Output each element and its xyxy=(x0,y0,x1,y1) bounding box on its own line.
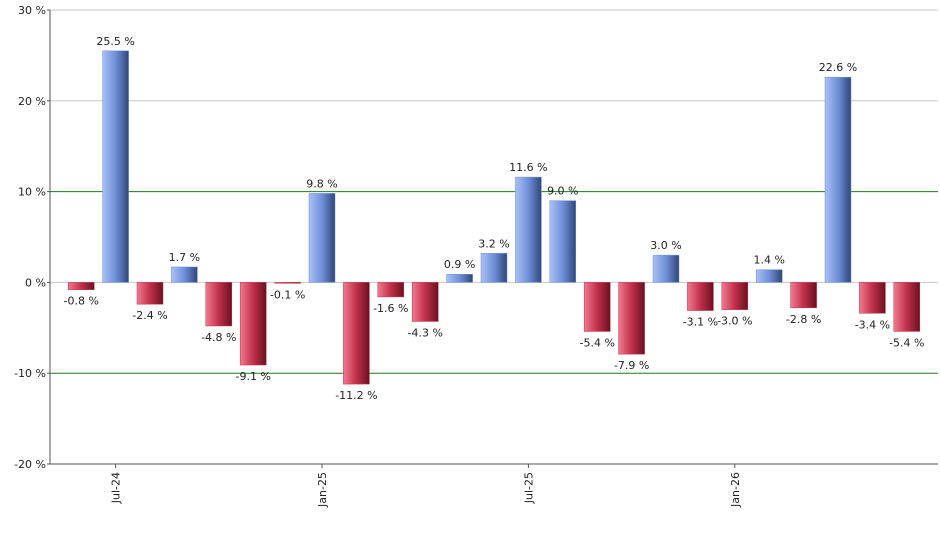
bar xyxy=(171,266,198,283)
y-tick-label: -20 % xyxy=(14,458,46,471)
bar xyxy=(583,282,611,332)
value-label: 1.4 % xyxy=(753,254,784,267)
bar xyxy=(859,282,886,314)
bar xyxy=(824,76,852,283)
value-label: 3.0 % xyxy=(650,239,681,252)
bar xyxy=(308,193,336,283)
bar xyxy=(755,269,783,283)
value-label: 9.8 % xyxy=(306,177,337,190)
bar xyxy=(205,282,233,327)
value-label: -3.0 % xyxy=(717,315,752,328)
value-label: -0.1 % xyxy=(270,288,305,301)
value-label: 1.7 % xyxy=(169,251,200,264)
value-label: -11.2 % xyxy=(335,389,377,402)
value-label: -5.4 % xyxy=(889,336,924,349)
bar xyxy=(411,282,439,322)
value-label: 22.6 % xyxy=(819,61,857,74)
bar xyxy=(893,282,921,332)
value-label: -2.4 % xyxy=(132,309,167,322)
bar xyxy=(652,254,680,283)
y-tick-label: 10 % xyxy=(18,186,46,199)
value-label: -5.4 % xyxy=(579,336,614,349)
y-tick-label: 20 % xyxy=(18,95,46,108)
value-label: 11.6 % xyxy=(509,161,547,174)
bar xyxy=(67,282,95,290)
bar xyxy=(239,282,267,366)
value-label: -2.8 % xyxy=(786,313,821,326)
x-tick-label: Jan-25 xyxy=(316,472,329,508)
value-label: -7.9 % xyxy=(614,359,649,372)
value-label: -4.3 % xyxy=(407,326,442,339)
bar xyxy=(549,200,577,283)
bar xyxy=(618,282,645,355)
value-label: 9.0 % xyxy=(547,185,578,198)
bar xyxy=(480,253,508,283)
value-label: -0.8 % xyxy=(63,295,98,308)
bar xyxy=(136,282,164,305)
value-label: -9.1 % xyxy=(235,370,270,383)
y-tick-label: 0 % xyxy=(25,276,46,289)
y-tick-label: -10 % xyxy=(14,367,46,380)
bar xyxy=(446,273,473,283)
x-tick-label: Jan-26 xyxy=(729,472,742,508)
bar xyxy=(721,282,749,310)
bar xyxy=(343,282,370,385)
value-label: -3.4 % xyxy=(855,318,890,331)
bar xyxy=(274,282,301,284)
bar xyxy=(515,176,542,283)
bar xyxy=(790,282,817,309)
bar xyxy=(687,282,714,311)
value-label: 0.9 % xyxy=(444,258,475,271)
value-label: 25.5 % xyxy=(96,35,134,48)
value-label: -4.8 % xyxy=(201,331,236,344)
x-tick-label: Jul-25 xyxy=(522,472,535,504)
bar xyxy=(102,50,129,283)
value-label: -1.6 % xyxy=(373,302,408,315)
x-tick-label: Jul-24 xyxy=(110,472,123,504)
value-label: 3.2 % xyxy=(478,237,509,250)
value-label: -3.1 % xyxy=(683,316,718,329)
y-tick-label: 30 % xyxy=(18,4,46,17)
bar xyxy=(377,282,405,298)
